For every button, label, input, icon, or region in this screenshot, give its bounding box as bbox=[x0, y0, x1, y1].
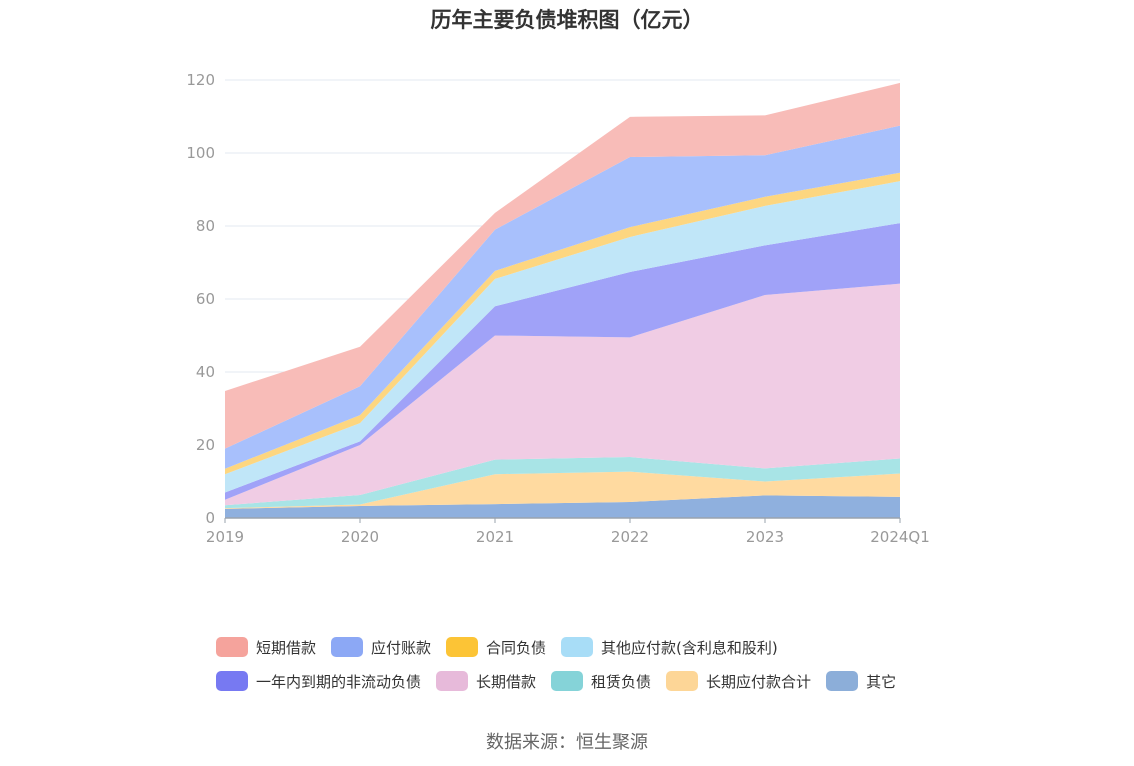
area-series-8 bbox=[225, 82, 900, 449]
legend-item[interactable]: 其它 bbox=[826, 671, 896, 692]
legend-label: 合同负债 bbox=[486, 638, 547, 657]
x-tick-label: 2023 bbox=[746, 528, 784, 546]
x-tick-label: 2021 bbox=[476, 528, 514, 546]
area-series-3 bbox=[225, 283, 900, 506]
chart-title: 历年主要负债堆积图（亿元） bbox=[430, 8, 704, 32]
y-tick-label: 60 bbox=[196, 290, 215, 308]
area-series-1 bbox=[225, 471, 900, 509]
y-tick-label: 40 bbox=[196, 363, 215, 381]
legend-item[interactable]: 合同负债 bbox=[446, 637, 546, 658]
x-tick-label: 2022 bbox=[611, 528, 649, 546]
axes: 0 20 40 60 80 100 120 2019 2020 2021 2022 2023 2024Q… bbox=[186, 71, 929, 546]
legend-swatch bbox=[436, 671, 469, 691]
legend-label: 短期借款 bbox=[256, 638, 317, 657]
y-tick-label: 20 bbox=[196, 436, 215, 454]
legend-swatch bbox=[216, 671, 248, 691]
legend-label: 应付账款 bbox=[371, 638, 432, 657]
area-series-4 bbox=[225, 223, 900, 500]
legend: 短期借款 应付账款 合同负债 其他应付款(含利息和股利) 一年内到期的非流动负债 长期借款… bbox=[216, 630, 976, 698]
legend-label: 其它 bbox=[866, 672, 897, 691]
legend-swatch bbox=[216, 637, 248, 657]
y-tick-label: 100 bbox=[186, 144, 215, 162]
area-series-6 bbox=[225, 172, 900, 475]
legend-label: 一年内到期的非流动负债 bbox=[256, 672, 422, 691]
legend-item[interactable]: 租赁负债 bbox=[551, 671, 651, 692]
area-series-0 bbox=[225, 495, 900, 518]
legend-label: 长期借款 bbox=[476, 672, 537, 691]
x-tick-label: 2024Q1 bbox=[870, 528, 930, 546]
x-tick-label: 2019 bbox=[206, 528, 244, 546]
legend-swatch bbox=[826, 671, 859, 691]
y-tick-label: 0 bbox=[205, 509, 215, 527]
legend-label: 长期应付款合计 bbox=[706, 672, 812, 691]
x-tick-label: 2020 bbox=[341, 528, 379, 546]
area-series-5 bbox=[225, 181, 900, 493]
legend-swatch bbox=[666, 671, 699, 691]
legend-item[interactable]: 长期借款 bbox=[436, 671, 536, 692]
y-tick-label: 80 bbox=[196, 217, 215, 235]
legend-row: 短期借款 应付账款 合同负债 其他应付款(含利息和股利) bbox=[216, 630, 976, 664]
legend-label: 其他应付款(含利息和股利) bbox=[601, 638, 778, 657]
legend-item[interactable]: 应付账款 bbox=[331, 637, 431, 658]
legend-item[interactable]: 长期应付款合计 bbox=[666, 671, 811, 692]
y-tick-label: 120 bbox=[186, 71, 215, 89]
legend-swatch bbox=[331, 637, 364, 657]
legend-item[interactable]: 短期借款 bbox=[216, 637, 316, 658]
stacked-areas bbox=[225, 82, 900, 518]
legend-swatch bbox=[551, 671, 584, 691]
legend-item[interactable]: 其他应付款(含利息和股利) bbox=[561, 637, 778, 658]
area-series-7 bbox=[225, 125, 900, 469]
legend-row: 一年内到期的非流动负债 长期借款 租赁负债 长期应付款合计 其它 bbox=[216, 664, 976, 698]
legend-swatch bbox=[561, 637, 594, 657]
legend-swatch bbox=[446, 637, 479, 657]
legend-item[interactable]: 一年内到期的非流动负债 bbox=[216, 671, 421, 692]
area-series-2 bbox=[225, 457, 900, 509]
legend-label: 租赁负债 bbox=[591, 672, 652, 691]
source-note: 数据来源：恒生聚源 bbox=[486, 732, 648, 753]
